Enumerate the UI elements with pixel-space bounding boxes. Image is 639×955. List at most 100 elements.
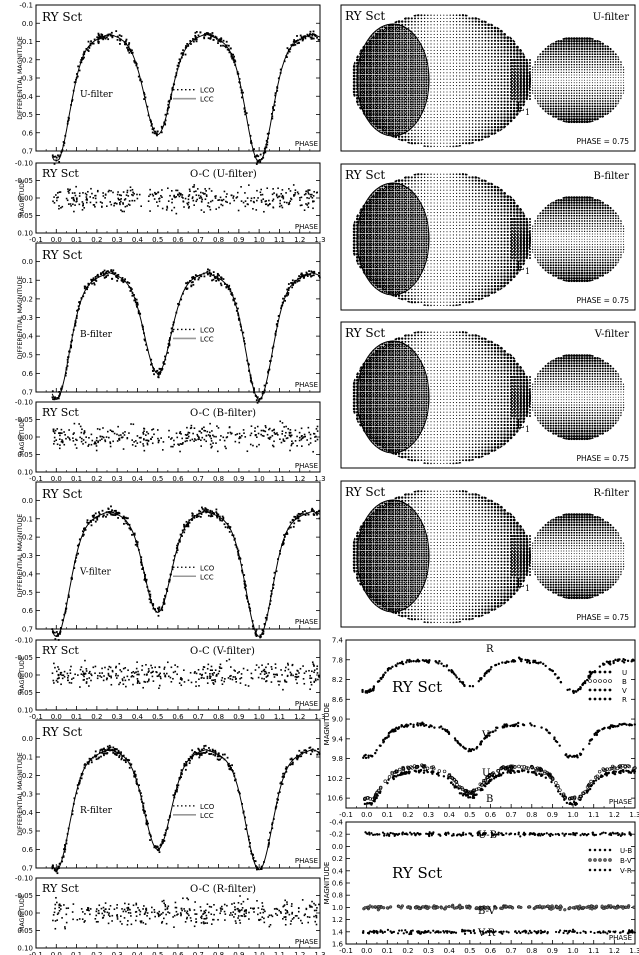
data-point	[230, 54, 233, 57]
residual-point	[204, 198, 207, 201]
data-point	[148, 832, 151, 835]
data-point	[138, 312, 141, 315]
data-point	[285, 55, 288, 57]
data-point	[147, 822, 149, 825]
residual-point	[257, 676, 260, 679]
residual-point	[199, 906, 202, 908]
y-tick-label: -0.10	[15, 875, 33, 883]
data-point	[361, 688, 364, 692]
data-point	[178, 538, 181, 541]
data-point	[289, 521, 292, 524]
residual-point	[212, 918, 214, 921]
residual-point	[290, 920, 292, 922]
residual-point	[89, 913, 91, 916]
residual-point	[151, 671, 154, 674]
data-point	[553, 673, 557, 676]
data-point	[273, 100, 276, 103]
y-tick-label: 0.05	[17, 927, 33, 935]
data-point	[464, 833, 468, 836]
residual-point	[268, 199, 270, 202]
residual-point	[239, 895, 241, 897]
data-point	[301, 751, 304, 754]
residual-point	[156, 675, 159, 678]
data-point	[296, 42, 299, 45]
residual-point	[178, 195, 181, 198]
data-point	[108, 271, 110, 274]
residual-point	[135, 902, 138, 905]
data-point	[628, 723, 631, 726]
x-tick-label: -0.1	[339, 947, 353, 955]
data-point	[621, 659, 624, 663]
residual-point	[275, 194, 278, 197]
data-point	[375, 796, 378, 800]
data-point	[87, 762, 90, 765]
residual-point	[157, 437, 159, 440]
y-tick-label: 0.4	[22, 570, 34, 578]
data-point	[83, 56, 85, 59]
residual-point	[201, 198, 204, 201]
data-point	[391, 665, 394, 669]
residual-point	[289, 190, 292, 192]
data-point	[145, 822, 148, 825]
residual-point	[136, 197, 139, 200]
residual-point	[63, 675, 66, 678]
data-point	[167, 346, 169, 349]
residual-point	[240, 673, 243, 675]
residual-point	[120, 436, 123, 439]
data-point	[294, 281, 297, 284]
data-point	[211, 515, 214, 517]
data-point	[298, 42, 300, 44]
data-point	[236, 550, 239, 553]
residual-point	[218, 670, 221, 673]
data-point	[242, 810, 245, 813]
data-point	[181, 52, 183, 55]
residual-point	[146, 680, 149, 683]
data-point	[241, 569, 243, 572]
data-point	[58, 862, 61, 865]
x-tick-label: 0.2	[91, 236, 102, 244]
residual-point	[206, 682, 209, 684]
data-point	[75, 554, 78, 557]
residual-point	[126, 205, 128, 207]
residual-point	[131, 188, 134, 191]
residual-point	[195, 200, 198, 203]
data-point	[443, 728, 447, 731]
data-point	[70, 346, 73, 349]
residual-point	[83, 430, 86, 432]
data-point	[178, 58, 181, 61]
data-point	[199, 510, 202, 513]
residual-point	[313, 664, 315, 667]
residual-point	[67, 436, 69, 438]
data-point	[271, 115, 274, 118]
residual-point	[61, 917, 63, 919]
x-tick-label: -0.1	[29, 236, 43, 244]
data-point	[546, 772, 550, 776]
data-point	[81, 58, 84, 61]
data-point	[551, 833, 554, 836]
data-point	[279, 552, 281, 555]
residual-point	[65, 437, 67, 440]
residual-point	[240, 909, 243, 911]
residual-point	[252, 444, 254, 447]
x-tick-label: 0.4	[132, 475, 144, 483]
data-point	[215, 36, 218, 39]
data-point	[145, 821, 148, 824]
data-point	[184, 286, 187, 289]
residual-point	[289, 429, 292, 431]
data-point	[180, 771, 183, 774]
data-point	[221, 519, 223, 522]
residual-point	[65, 913, 68, 916]
data-point	[209, 515, 212, 518]
data-point	[97, 515, 100, 518]
residual-point	[121, 679, 124, 682]
residual-point	[75, 198, 78, 201]
residual-point	[313, 902, 315, 905]
data-point	[452, 671, 455, 674]
data-point	[253, 389, 255, 392]
data-point	[183, 531, 186, 534]
residual-point	[116, 918, 119, 920]
residual-point	[249, 907, 252, 909]
data-point	[591, 831, 594, 834]
data-point	[60, 627, 62, 630]
residual-point	[185, 917, 188, 920]
